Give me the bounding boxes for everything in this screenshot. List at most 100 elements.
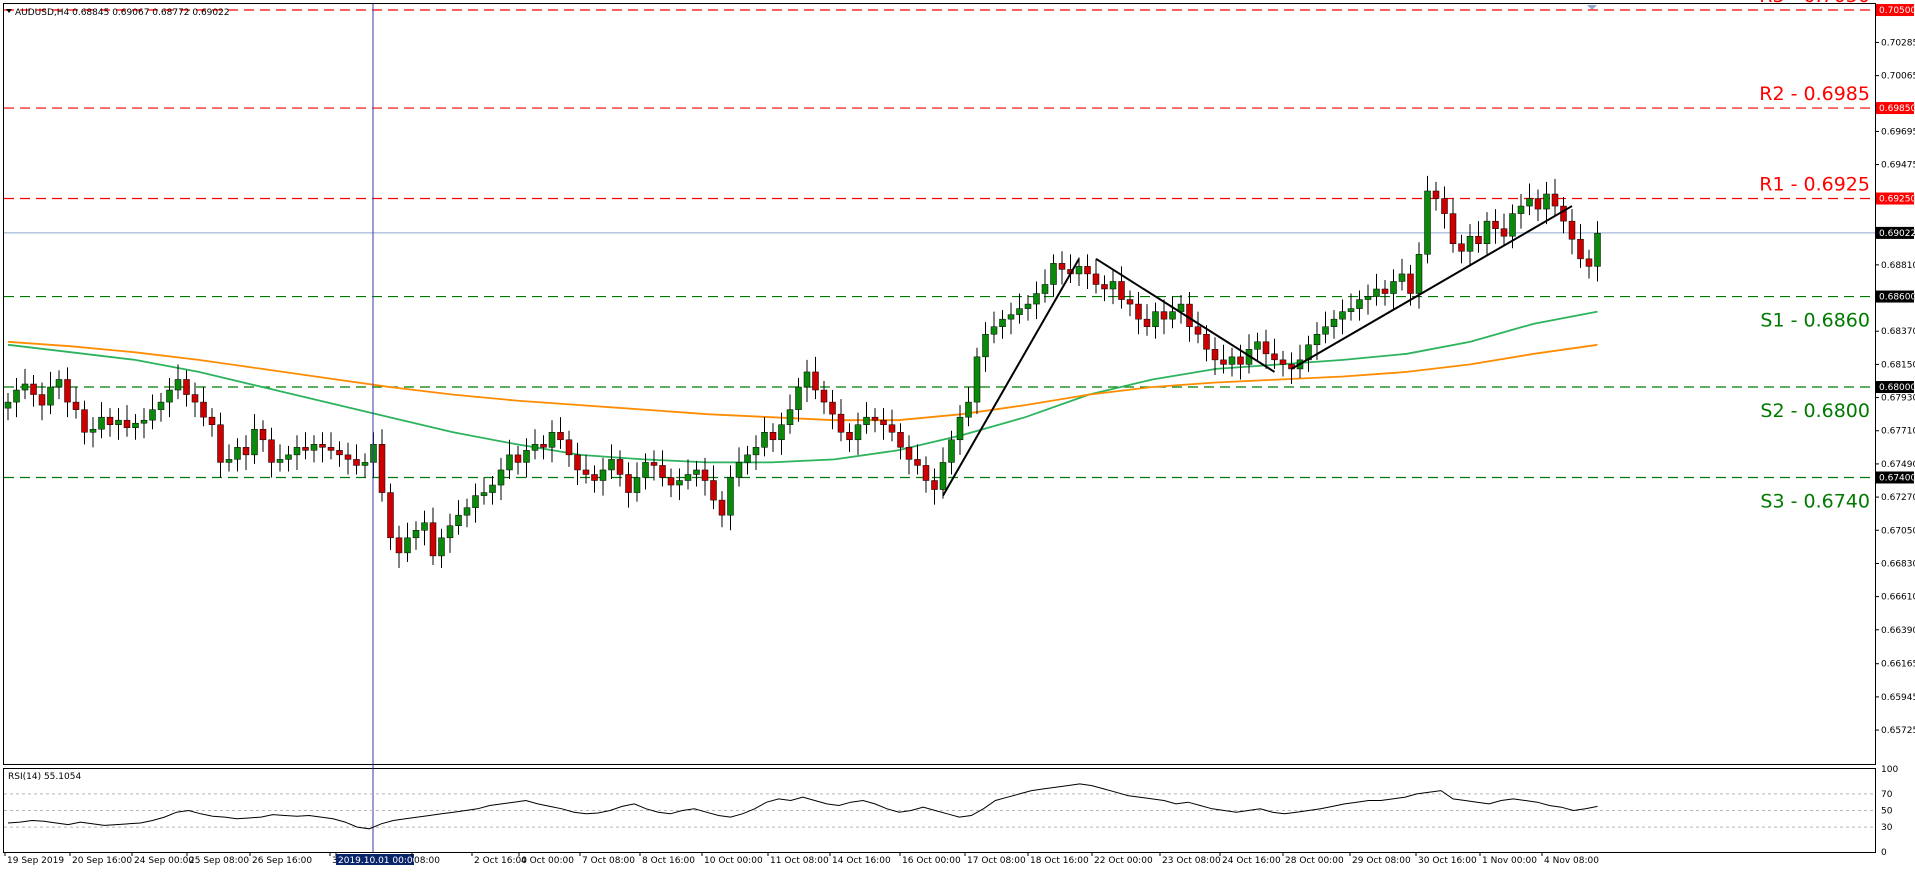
- candle: [778, 412, 785, 455]
- candle-body: [123, 419, 131, 428]
- candle: [608, 444, 615, 479]
- candle: [1024, 295, 1032, 321]
- candle-body: [676, 480, 683, 486]
- candle: [157, 393, 165, 422]
- candle: [914, 444, 921, 475]
- candle: [582, 454, 590, 484]
- candle: [1517, 194, 1525, 229]
- chart-menu-triangle-icon[interactable]: [6, 9, 12, 13]
- level-labels: R3 - 0.7050 R2 - 0.6985 R1 - 0.6925 S1 - 0.…: [1759, 0, 1870, 512]
- candle-body: [1169, 311, 1176, 320]
- price-highlight-label: 0.67400: [1879, 473, 1915, 483]
- rsi-panel-frame: [3, 768, 1876, 853]
- candle-body: [1050, 263, 1057, 285]
- candle: [98, 402, 105, 439]
- candle-body: [1313, 333, 1321, 346]
- price-tick-label: 0.66390: [1881, 626, 1915, 636]
- price-tick-label: 0.67490: [1881, 460, 1915, 470]
- candle-body: [1492, 220, 1499, 229]
- candle: [1050, 254, 1057, 297]
- candle: [565, 430, 573, 467]
- time-tick-label: 2 Oct 16:00: [474, 856, 527, 866]
- candle: [268, 427, 275, 478]
- candle-body: [548, 432, 556, 448]
- time-tick-label: 23 Oct 08:00: [1162, 856, 1221, 866]
- candle: [242, 435, 250, 470]
- candle-body: [480, 492, 488, 496]
- candle: [1007, 302, 1015, 335]
- candle-body: [1143, 318, 1151, 327]
- time-tick-label: 4 Nov 08:00: [1544, 856, 1599, 866]
- time-tick-label: 24 Sep 00:00: [134, 856, 194, 866]
- candle-body: [1373, 288, 1380, 297]
- candle: [174, 364, 182, 400]
- price-highlight-box: [1876, 381, 1914, 394]
- candle-body: [701, 469, 709, 481]
- moving-average-fast: [7, 310, 1598, 464]
- candle-body: [905, 447, 913, 460]
- candle: [455, 500, 462, 535]
- candle-body: [990, 326, 998, 335]
- candle: [404, 522, 411, 562]
- candle: [1271, 338, 1278, 369]
- candle: [1381, 279, 1389, 306]
- level-label-s3: S3 - 0.6740: [1760, 490, 1870, 512]
- candle: [1211, 337, 1219, 375]
- candle: [497, 457, 505, 501]
- candle: [200, 387, 207, 427]
- price-tick-label: 0.69475: [1881, 161, 1915, 171]
- candle: [489, 475, 496, 505]
- candle-body: [1424, 190, 1431, 255]
- candle-body: [863, 416, 870, 425]
- candle-body: [888, 424, 896, 433]
- candle: [140, 408, 148, 439]
- time-tick-label: 24 Oct 16:00: [1222, 856, 1281, 866]
- candle-body: [13, 389, 20, 403]
- candle: [1101, 275, 1108, 302]
- candle: [183, 370, 190, 407]
- time-highlight-box: [336, 854, 414, 865]
- candle: [361, 453, 369, 478]
- candle-body: [1330, 318, 1338, 327]
- candle-body: [829, 401, 836, 415]
- scroll-marker-icon[interactable]: [1587, 5, 1597, 10]
- rsi-tick-label: 100: [1881, 765, 1898, 775]
- candle-body: [752, 447, 760, 456]
- candle: [251, 414, 258, 464]
- candle-body: [1398, 273, 1406, 282]
- moving-average-slow: [7, 340, 1598, 422]
- candle-body: [353, 459, 360, 466]
- candle: [574, 442, 581, 486]
- candle: [693, 460, 700, 487]
- candle: [293, 435, 301, 470]
- candle: [47, 371, 54, 415]
- candle: [353, 444, 360, 475]
- candle: [999, 310, 1006, 339]
- candle: [1305, 335, 1312, 372]
- candle-body: [234, 447, 241, 460]
- candle-body: [336, 450, 343, 456]
- candle: [846, 423, 853, 452]
- candle: [863, 402, 870, 434]
- candle: [1449, 198, 1457, 253]
- candle: [285, 445, 292, 472]
- rsi-line: [7, 783, 1598, 830]
- candle-body: [565, 439, 573, 456]
- time-tick-label: 29 Oct 08:00: [1352, 856, 1411, 866]
- candle: [1390, 269, 1397, 309]
- candle: [4, 393, 12, 421]
- time-tick-label: 19 Sep 2019: [7, 856, 64, 866]
- time-tick-label: 22 Oct 00:00: [1094, 856, 1153, 866]
- candle: [837, 399, 845, 442]
- candle-body: [1339, 311, 1346, 320]
- candle-body: [982, 333, 989, 358]
- level-label-s2: S2 - 0.6800: [1760, 400, 1870, 422]
- candle: [276, 444, 284, 472]
- candle: [1016, 293, 1023, 324]
- candle: [1424, 175, 1431, 264]
- candle-body: [820, 389, 828, 403]
- candle-body: [183, 379, 190, 395]
- candle-body: [1126, 299, 1134, 305]
